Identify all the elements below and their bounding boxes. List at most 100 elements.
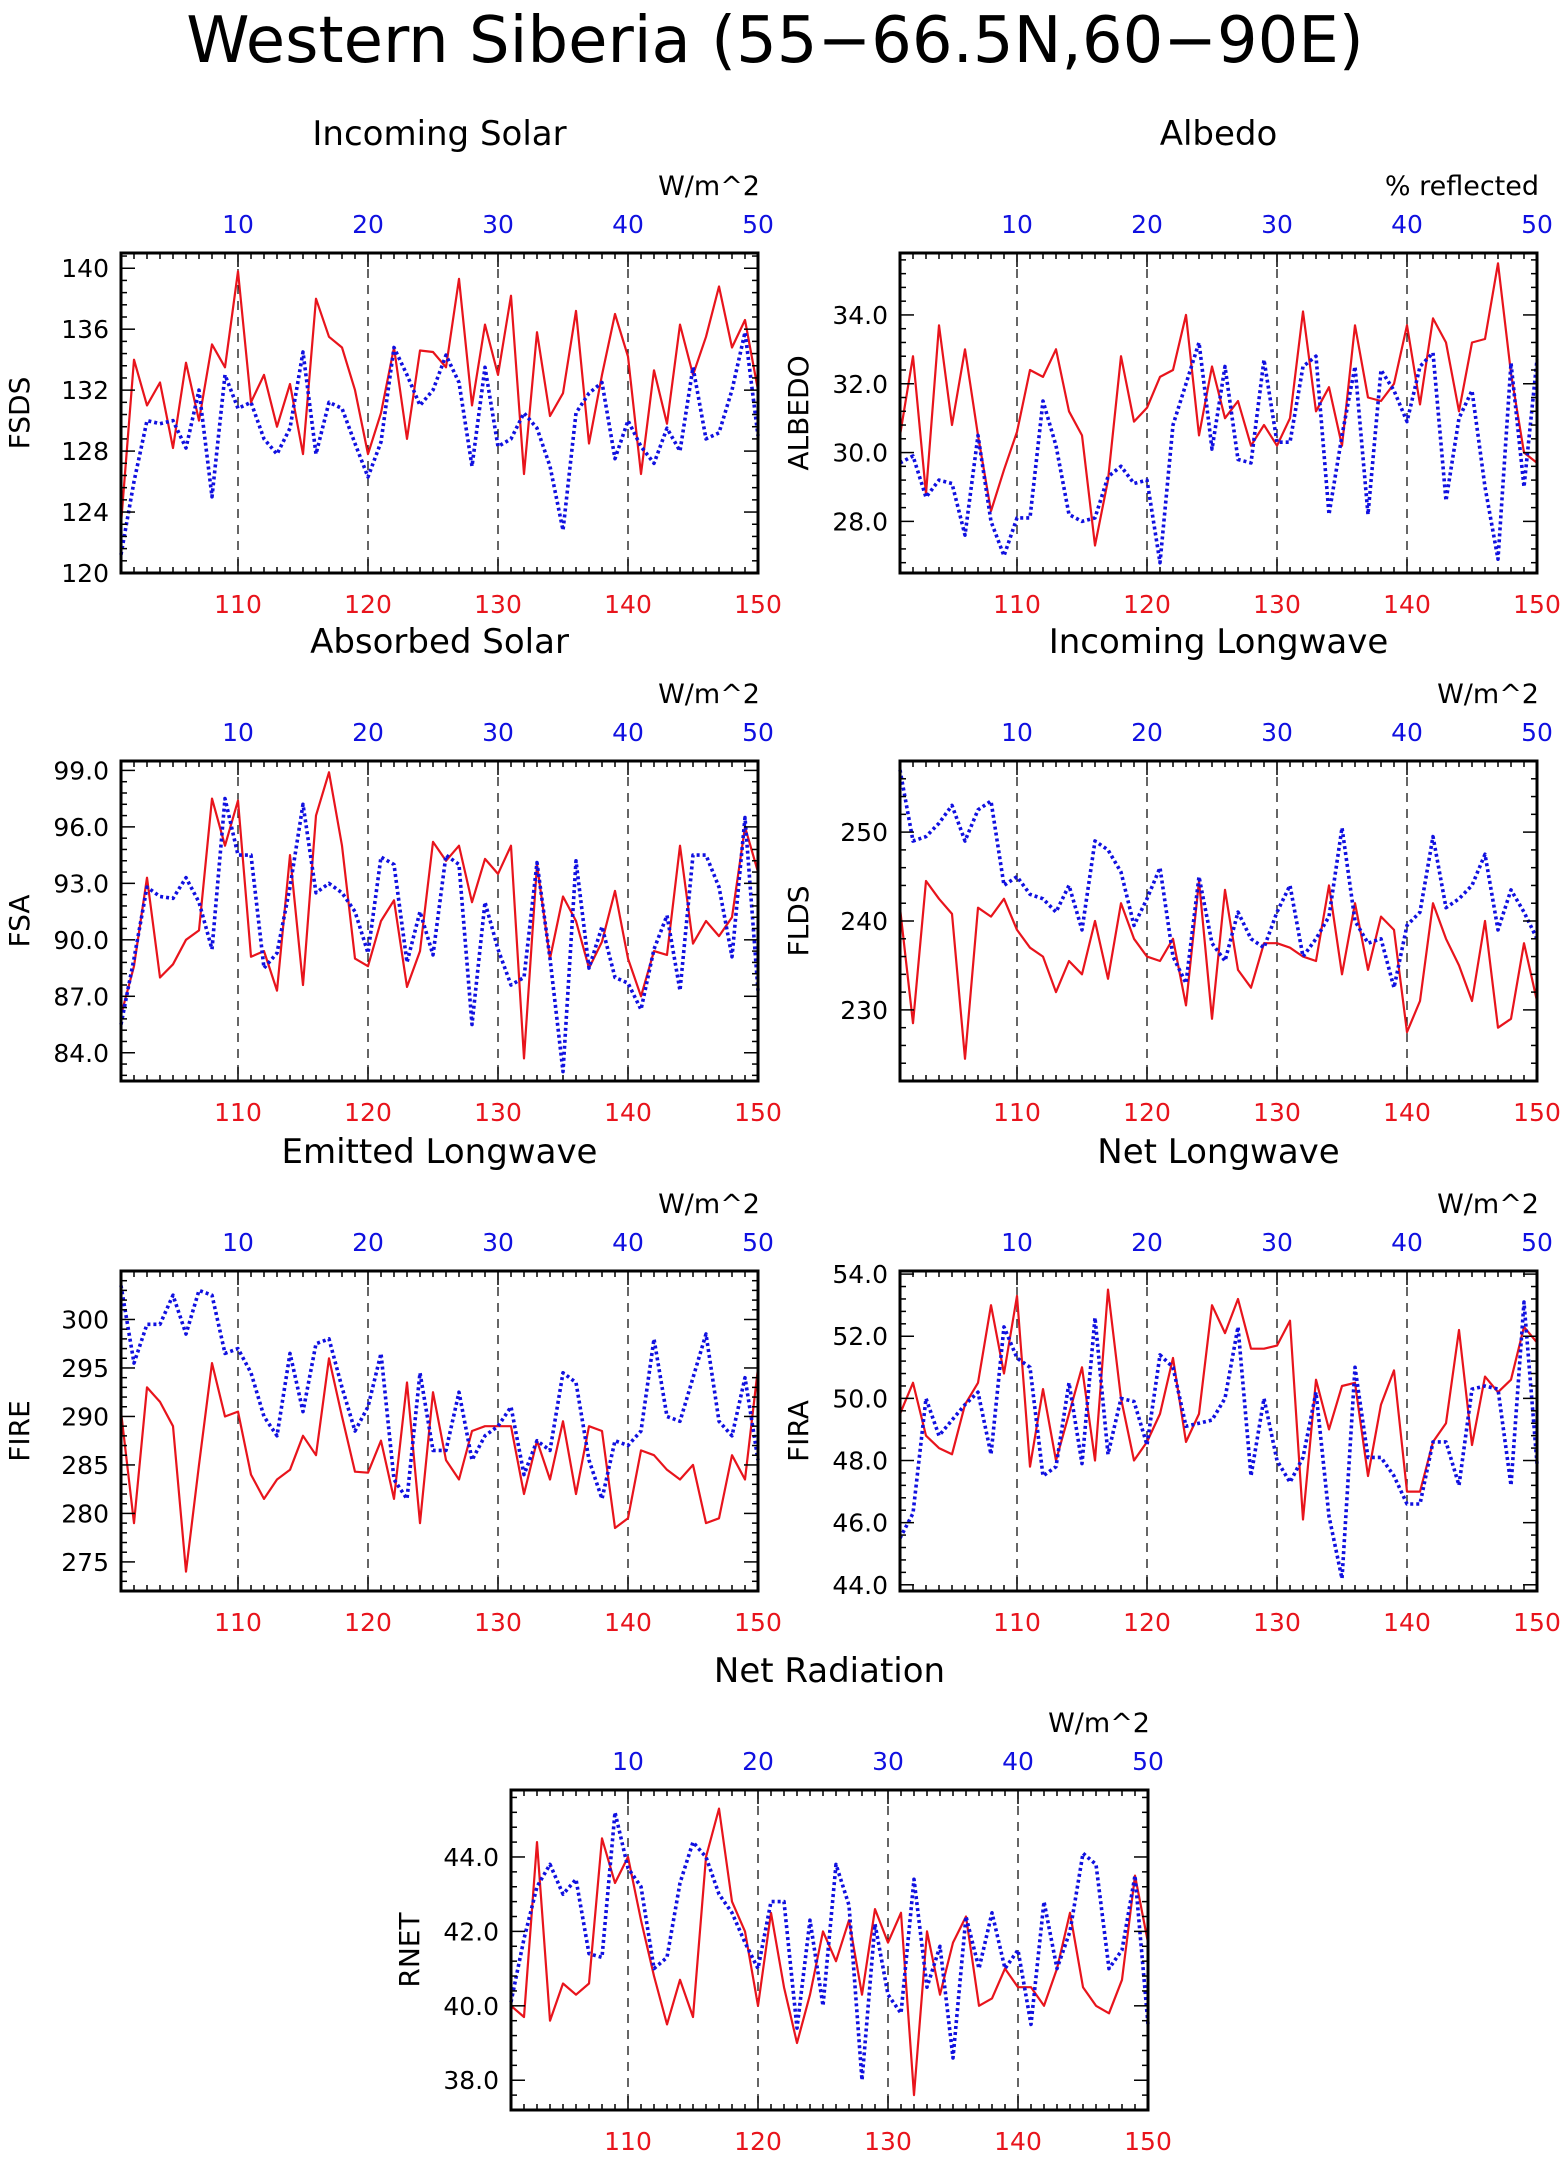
plot-frame [119, 1269, 760, 1593]
y-tick-label: 90.0 [53, 926, 109, 955]
x-top-tick-label: 10 [1001, 210, 1033, 239]
series-red-line [119, 270, 760, 525]
x-top-tick-label: 40 [612, 210, 644, 239]
panel-fire: Emitted Longwave W/m^2 FIRE 110 120 130 140 150… [3, 1132, 782, 1637]
x-top-tick-label: 30 [1261, 718, 1293, 747]
x-bottom-tick-label: 110 [993, 1098, 1041, 1127]
x-top-tick-label: 10 [612, 1747, 644, 1776]
panel-rnet: Net Radiation W/m^2 RNET 110 120 130 140 150 10 2… [393, 1651, 1172, 2156]
x-top-tick-label: 40 [612, 718, 644, 747]
units-label: W/m^2 [1048, 1708, 1150, 1739]
x-bottom-tick-label: 120 [344, 1608, 392, 1637]
y-tick-label: 96.0 [53, 813, 109, 842]
x-bottom-tick-label: 110 [604, 2127, 652, 2156]
panel-flds: Incoming Longwave W/m^2 FLDS 110 120 130 140 15… [782, 622, 1560, 1127]
x-bottom-tick-label: 150 [734, 1608, 782, 1637]
units-label: % reflected [1385, 171, 1539, 202]
x-top-tick-label: 10 [222, 210, 254, 239]
y-tick-label: 140 [61, 254, 109, 283]
plot-frame [509, 1788, 1150, 2112]
x-bottom-tick-label: 130 [1253, 1098, 1301, 1127]
y-tick-label: 38.0 [443, 2066, 499, 2095]
y-tick-label: 280 [61, 1499, 109, 1528]
x-bottom-tick-label: 150 [1513, 1098, 1560, 1127]
x-bottom-tick-label: 110 [214, 590, 262, 619]
x-bottom-tick-label: 140 [604, 590, 652, 619]
panel-fsds: Incoming Solar W/m^2 FSDS 110 120 130 140 150 10… [3, 114, 782, 619]
y-tick-label: 136 [61, 315, 109, 344]
x-bottom-tick-label: 120 [344, 590, 392, 619]
x-top-tick-label: 40 [1002, 1747, 1034, 1776]
series-blue-line [119, 1285, 760, 1501]
y-tick-label: 295 [61, 1354, 109, 1383]
x-bottom-tick-label: 120 [1123, 1098, 1171, 1127]
plot-frame [898, 1269, 1539, 1593]
x-bottom-tick-label: 150 [1513, 1608, 1560, 1637]
x-bottom-tick-label: 120 [1123, 590, 1171, 619]
x-top-tick-label: 10 [222, 1228, 254, 1257]
x-top-tick-label: 20 [1131, 718, 1163, 747]
x-top-tick-label: 30 [482, 210, 514, 239]
x-bottom-tick-label: 120 [1123, 1608, 1171, 1637]
panel-title: Absorbed Solar [310, 622, 569, 662]
x-bottom-tick-label: 110 [214, 1098, 262, 1127]
series-blue-line [898, 769, 1539, 990]
y-tick-label: 40.0 [443, 1992, 499, 2021]
y-tick-label: 54.0 [832, 1260, 888, 1289]
x-bottom-tick-label: 120 [734, 2127, 782, 2156]
x-bottom-tick-label: 140 [604, 1608, 652, 1637]
x-top-tick-label: 40 [1391, 210, 1423, 239]
series-blue-line [898, 1300, 1539, 1581]
series-blue-line [509, 1810, 1150, 2082]
y-tick-label: 32.0 [832, 370, 888, 399]
x-top-tick-label: 10 [222, 718, 254, 747]
series-red-line [510, 1807, 1150, 2097]
y-axis-label: RNET [393, 1912, 426, 1988]
x-bottom-tick-label: 130 [1253, 1608, 1301, 1637]
y-tick-label: 42.0 [443, 1917, 499, 1946]
x-bottom-tick-label: 120 [344, 1098, 392, 1127]
x-top-tick-label: 20 [352, 210, 384, 239]
x-top-tick-label: 50 [742, 210, 774, 239]
y-tick-label: 44.0 [832, 1571, 888, 1600]
y-tick-label: 300 [61, 1305, 109, 1334]
y-axis-label: ALBEDO [782, 355, 815, 470]
panel-fsa: Absorbed Solar W/m^2 FSA 110 120 130 140 150 10 2… [3, 622, 782, 1127]
x-bottom-tick-label: 110 [993, 1608, 1041, 1637]
series-red-line [119, 1357, 760, 1573]
y-tick-label: 46.0 [832, 1509, 888, 1538]
units-label: W/m^2 [658, 679, 760, 710]
series-red-line [898, 1288, 1538, 1521]
y-tick-label: 124 [61, 498, 109, 527]
y-tick-label: 52.0 [832, 1322, 888, 1351]
y-tick-label: 87.0 [53, 982, 109, 1011]
y-tick-label: 132 [61, 376, 109, 405]
x-bottom-tick-label: 110 [214, 1608, 262, 1637]
y-tick-label: 34.0 [832, 301, 888, 330]
x-top-tick-label: 30 [1261, 210, 1293, 239]
panel-title: Net Longwave [1097, 1132, 1339, 1172]
panel-albedo: Albedo % reflected ALBEDO 110 120 130 140 150 10… [782, 114, 1560, 619]
units-label: W/m^2 [658, 171, 760, 202]
x-top-tick-label: 50 [1521, 210, 1553, 239]
x-top-tick-label: 40 [1391, 718, 1423, 747]
figure-title: Western Siberia (55−66.5N,60−90E) [186, 4, 1364, 78]
series-blue-line [119, 330, 760, 556]
y-tick-label: 48.0 [832, 1447, 888, 1476]
y-tick-label: 93.0 [53, 869, 109, 898]
panel-fira: Net Longwave W/m^2 FIRA 110 120 130 140 150 10 20… [782, 1132, 1560, 1637]
x-bottom-tick-label: 130 [864, 2127, 912, 2156]
y-tick-label: 250 [840, 818, 888, 847]
x-bottom-tick-label: 150 [1513, 590, 1560, 619]
x-top-tick-label: 10 [1001, 718, 1033, 747]
x-bottom-tick-label: 140 [604, 1098, 652, 1127]
y-tick-label: 275 [61, 1548, 109, 1577]
plot-frame [898, 251, 1539, 575]
y-tick-label: 128 [61, 437, 109, 466]
x-bottom-tick-label: 110 [993, 590, 1041, 619]
panel-title: Net Radiation [714, 1651, 945, 1691]
x-top-tick-label: 10 [1001, 1228, 1033, 1257]
panel-title: Incoming Solar [312, 114, 566, 154]
y-tick-label: 240 [840, 907, 888, 936]
x-bottom-tick-label: 150 [1124, 2127, 1172, 2156]
